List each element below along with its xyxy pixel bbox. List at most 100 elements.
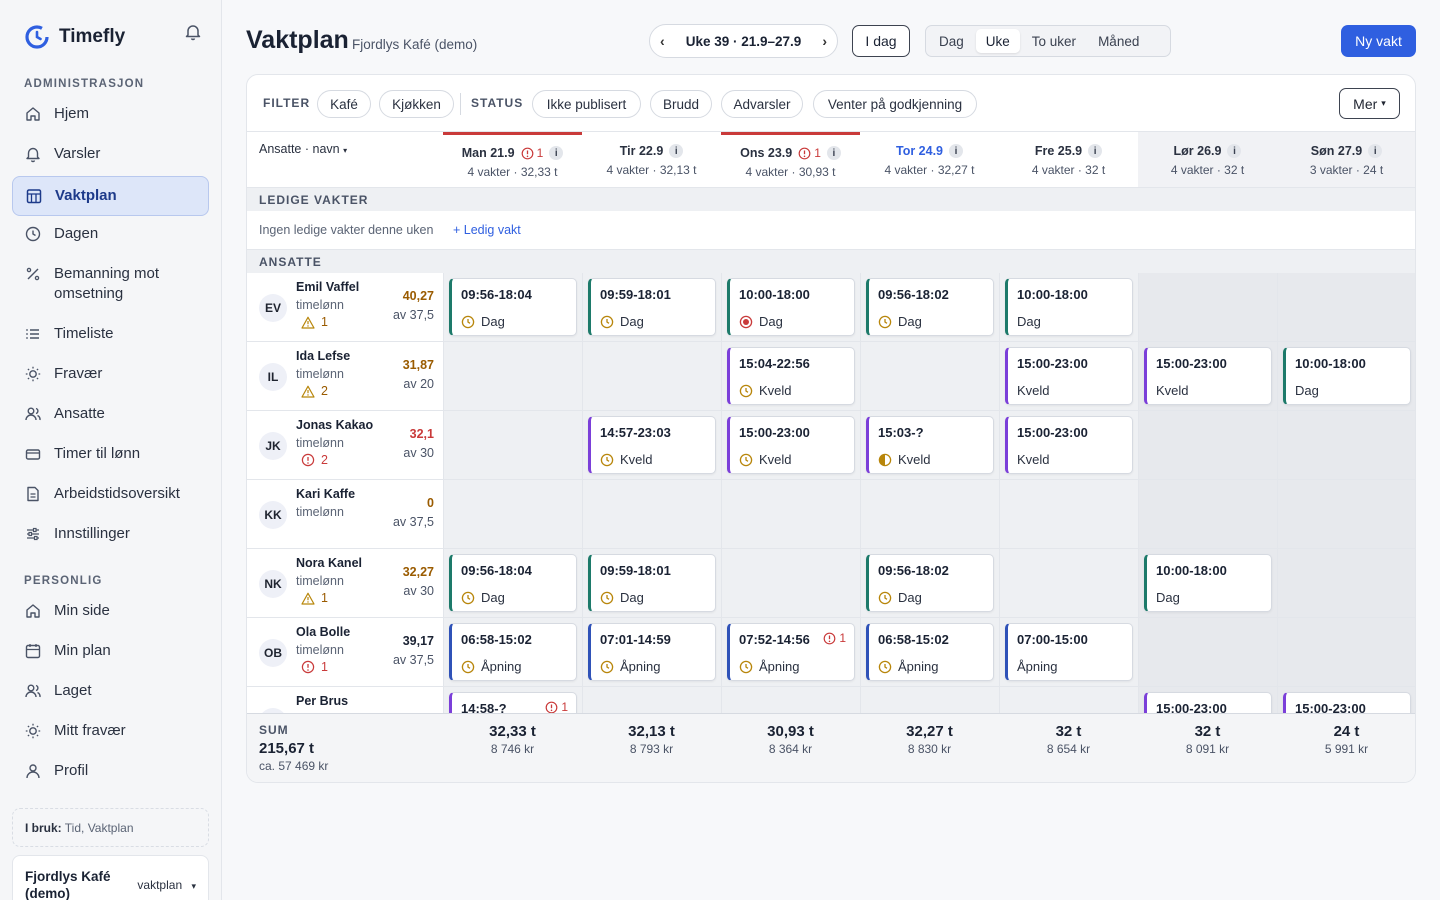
- day-cell[interactable]: [1138, 273, 1277, 341]
- employee-info[interactable]: KK Kari Kaffe timelønn 0 av 37,5: [247, 480, 443, 548]
- day-cell[interactable]: 07:52-14:56 1 Åpning: [721, 618, 860, 686]
- shift-card[interactable]: 07:52-14:56 1 Åpning: [727, 623, 855, 681]
- day-cell[interactable]: 09:56-18:04 Dag: [443, 549, 582, 617]
- day-cell[interactable]: [721, 549, 860, 617]
- view-tab-to-uker[interactable]: To uker: [1031, 33, 1077, 49]
- sidebar-item-timeliste[interactable]: Timeliste: [12, 315, 209, 353]
- sidebar-item-mitt-fravaer[interactable]: Mitt fravær: [12, 712, 209, 750]
- status-chip-pending-approval[interactable]: Venter på godkjenning: [813, 90, 977, 118]
- employee-info[interactable]: PB Per Brus timelønn 24: [247, 687, 443, 713]
- sidebar-item-arbeidstidsoversikt[interactable]: Arbeidstidsoversikt: [12, 475, 209, 513]
- day-header[interactable]: Man 21.9 1 i 4 vakter · 32,33 t: [443, 132, 582, 187]
- shift-card[interactable]: 06:58-15:02 Åpning: [866, 623, 994, 681]
- sidebar-item-fravaer[interactable]: Fravær: [12, 355, 209, 393]
- shift-card[interactable]: 06:58-15:02 Åpning: [449, 623, 577, 681]
- shift-warning[interactable]: 1: [545, 700, 568, 713]
- org-switcher[interactable]: Fjordlys Kafé (demo) vaktplan ▾: [12, 855, 209, 900]
- day-cell[interactable]: 15:03-? Kveld: [860, 411, 999, 479]
- shift-card[interactable]: 15:03-? Kveld: [866, 416, 994, 474]
- shift-card[interactable]: 10:00-18:00 Dag: [1144, 554, 1272, 612]
- info-icon[interactable]: i: [1088, 144, 1103, 158]
- day-cell[interactable]: 14:58-? 1: [443, 687, 582, 713]
- status-chip-warnings[interactable]: Advarsler: [721, 90, 803, 118]
- shift-card[interactable]: 07:00-15:00 Åpning: [1005, 623, 1133, 681]
- day-cell[interactable]: [1277, 480, 1415, 548]
- day-cell[interactable]: 15:00-23:00 Kveld: [999, 342, 1138, 410]
- day-header[interactable]: Søn 27.9 i 3 vakter · 24 t: [1277, 132, 1415, 187]
- day-cell[interactable]: 15:04-22:56 Kveld: [721, 342, 860, 410]
- previous-week-chevron-icon[interactable]: ‹: [660, 33, 665, 49]
- day-cell[interactable]: [721, 687, 860, 713]
- day-cell[interactable]: [1138, 480, 1277, 548]
- day-header[interactable]: Tor 24.9 i 4 vakter · 32,27 t: [860, 132, 999, 187]
- day-cell[interactable]: 07:01-14:59 Åpning: [582, 618, 721, 686]
- shift-card[interactable]: 15:00-23:00 Kveld: [1005, 347, 1133, 405]
- shift-card[interactable]: 09:56-18:04 Dag: [449, 554, 577, 612]
- day-cell[interactable]: 09:56-18:02 Dag: [860, 549, 999, 617]
- info-icon[interactable]: i: [1368, 144, 1383, 158]
- day-cell[interactable]: [721, 480, 860, 548]
- day-cell[interactable]: 06:58-15:02 Åpning: [860, 618, 999, 686]
- sidebar-item-vaktplan[interactable]: Vaktplan: [12, 176, 209, 216]
- day-cell[interactable]: [582, 480, 721, 548]
- next-week-chevron-icon[interactable]: ›: [822, 33, 827, 49]
- info-icon[interactable]: i: [949, 144, 963, 158]
- shift-card[interactable]: 07:01-14:59 Åpning: [588, 623, 716, 681]
- week-label[interactable]: Uke 39 · 21.9–27.9: [685, 33, 802, 49]
- day-header[interactable]: Lør 26.9 i 4 vakter · 32 t: [1138, 132, 1277, 187]
- info-icon[interactable]: i: [1227, 144, 1242, 158]
- view-tab-maned[interactable]: Måned: [1098, 33, 1140, 49]
- shift-card[interactable]: 14:58-? 1: [449, 692, 577, 713]
- day-cell[interactable]: [1138, 411, 1277, 479]
- day-cell[interactable]: [582, 687, 721, 713]
- filter-chip-kjokken[interactable]: Kjøkken: [379, 90, 454, 118]
- day-cell[interactable]: 10:00-18:00 Dag: [721, 273, 860, 341]
- sidebar-item-bemanning-mot-omsetning[interactable]: Bemanning mot omsetning: [12, 255, 209, 303]
- notifications-bell-icon[interactable]: [184, 23, 202, 41]
- shift-card[interactable]: 15:04-22:56 Kveld: [727, 347, 855, 405]
- day-cell[interactable]: 06:58-15:02 Åpning: [443, 618, 582, 686]
- day-cell[interactable]: [1138, 618, 1277, 686]
- day-cell[interactable]: 15:00-23:00 Kveld: [721, 411, 860, 479]
- employee-warning[interactable]: 1: [301, 660, 328, 674]
- shift-card[interactable]: 15:00-23:00: [1283, 692, 1411, 713]
- status-chip-unpublished[interactable]: Ikke publisert: [532, 90, 641, 118]
- sidebar-item-hjem[interactable]: Hjem: [12, 95, 209, 133]
- day-cell[interactable]: 09:56-18:02 Dag: [860, 273, 999, 341]
- shift-card[interactable]: 10:00-18:00 Dag: [1283, 347, 1411, 405]
- day-cell[interactable]: [1277, 549, 1415, 617]
- today-button[interactable]: I dag: [852, 25, 910, 57]
- sidebar-item-laget[interactable]: Laget: [12, 672, 209, 710]
- sidebar-item-varsler[interactable]: Varsler: [12, 135, 209, 173]
- day-cell[interactable]: 10:00-18:00 Dag: [999, 273, 1138, 341]
- day-cell[interactable]: [860, 687, 999, 713]
- add-open-shift-link[interactable]: + Ledig vakt: [453, 223, 521, 237]
- day-header[interactable]: Tir 22.9 i 4 vakter · 32,13 t: [582, 132, 721, 187]
- day-cell[interactable]: 09:56-18:04 Dag: [443, 273, 582, 341]
- sidebar-item-dagen[interactable]: Dagen: [12, 215, 209, 253]
- employee-warning[interactable]: 2: [301, 453, 328, 467]
- day-cell[interactable]: [860, 342, 999, 410]
- shift-card[interactable]: 09:56-18:02 Dag: [866, 278, 994, 336]
- employee-info[interactable]: IL Ida Lefse timelønn 2 31,87 av 20: [247, 342, 443, 410]
- shift-card[interactable]: 10:00-18:00 Dag: [1005, 278, 1133, 336]
- shift-card[interactable]: 15:00-23:00 Kveld: [727, 416, 855, 474]
- day-cell[interactable]: [860, 480, 999, 548]
- day-cell[interactable]: 10:00-18:00 Dag: [1138, 549, 1277, 617]
- day-header[interactable]: Fre 25.9 i 4 vakter · 32 t: [999, 132, 1138, 187]
- shift-card[interactable]: 09:59-18:01 Dag: [588, 278, 716, 336]
- employee-info[interactable]: EV Emil Vaffel timelønn 1 40,27 av 37,5: [247, 273, 443, 341]
- day-header[interactable]: Ons 23.9 1 i 4 vakter · 30,93 t: [721, 132, 860, 187]
- view-tab-uke[interactable]: Uke: [975, 29, 1020, 53]
- shift-card[interactable]: 10:00-18:00 Dag: [727, 278, 855, 336]
- employee-info[interactable]: NK Nora Kanel timelønn 1 32,27 av 30: [247, 549, 443, 617]
- day-cell[interactable]: [443, 411, 582, 479]
- shift-card[interactable]: 09:56-18:02 Dag: [866, 554, 994, 612]
- employees-sort-header[interactable]: Ansatte · navn ▾: [259, 142, 347, 156]
- employee-warning[interactable]: 1: [301, 315, 328, 329]
- shift-card[interactable]: 15:00-23:00 Kveld: [1144, 347, 1272, 405]
- info-icon[interactable]: i: [826, 146, 841, 160]
- day-cell[interactable]: 15:00-23:00 Kveld: [1138, 342, 1277, 410]
- day-cell[interactable]: [999, 549, 1138, 617]
- brand[interactable]: Timefly: [24, 24, 125, 50]
